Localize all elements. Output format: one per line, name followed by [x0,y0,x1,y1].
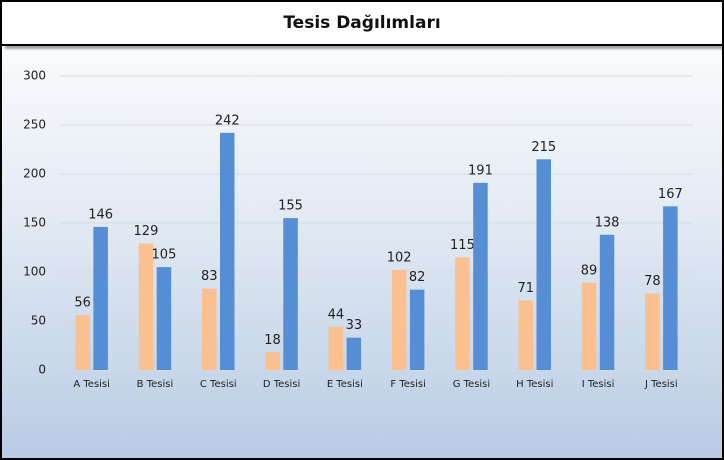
bar [75,315,90,370]
y-tick-label: 0 [38,363,46,377]
data-label: 44 [328,307,345,322]
y-tick-label: 250 [23,118,46,132]
y-tick-label: 50 [31,314,46,328]
bar [599,234,615,370]
x-tick-label: G Tesisi [453,379,490,390]
bar [93,226,108,370]
data-label: 129 [134,224,159,239]
bar [391,270,407,370]
bar [346,337,362,370]
data-label: 102 [387,251,412,266]
bar [138,243,154,370]
x-tick-label: F Tesisi [390,379,425,390]
bar [473,182,488,370]
x-tick-label: B Tesisi [137,379,174,390]
y-tick-label: 150 [23,216,46,230]
chart-title: Tesis Dağılımları [2,2,722,46]
y-tick-label: 300 [23,69,46,83]
x-tick-label: D Tesisi [263,379,300,390]
bar [455,257,470,370]
data-label: 18 [264,333,281,348]
data-label: 115 [450,238,475,253]
x-tick-label: J Tesisi [644,379,678,390]
data-label: 191 [468,163,493,178]
data-label: 56 [74,296,91,311]
data-label: 82 [409,270,426,285]
bar [536,159,551,370]
data-label: 138 [595,215,620,230]
bar [202,288,217,370]
bar [328,326,344,370]
y-tick-label: 200 [23,167,46,181]
data-label: 215 [531,140,556,155]
data-label: 83 [201,269,218,284]
bar [518,300,533,370]
data-label: 155 [278,199,303,214]
bar [645,293,660,370]
data-label: 33 [346,318,363,333]
x-tick-label: I Tesisi [582,379,615,390]
x-tick-label: E Tesisi [327,379,363,390]
bar [220,132,235,370]
x-tick-label: H Tesisi [516,379,553,390]
y-tick-label: 100 [23,265,46,279]
data-label: 78 [644,274,661,289]
data-label: 89 [581,263,598,278]
bar [581,282,597,370]
bar [265,352,280,370]
bar [663,206,678,370]
bar [409,289,425,370]
bar [156,267,172,370]
data-label: 71 [517,281,534,296]
data-label: 105 [152,248,177,263]
data-label: 242 [215,113,240,128]
data-label: 167 [658,187,683,202]
x-tick-label: C Tesisi [200,379,237,390]
x-tick-label: A Tesisi [73,379,110,390]
bar [283,218,298,370]
data-label: 146 [88,207,113,222]
